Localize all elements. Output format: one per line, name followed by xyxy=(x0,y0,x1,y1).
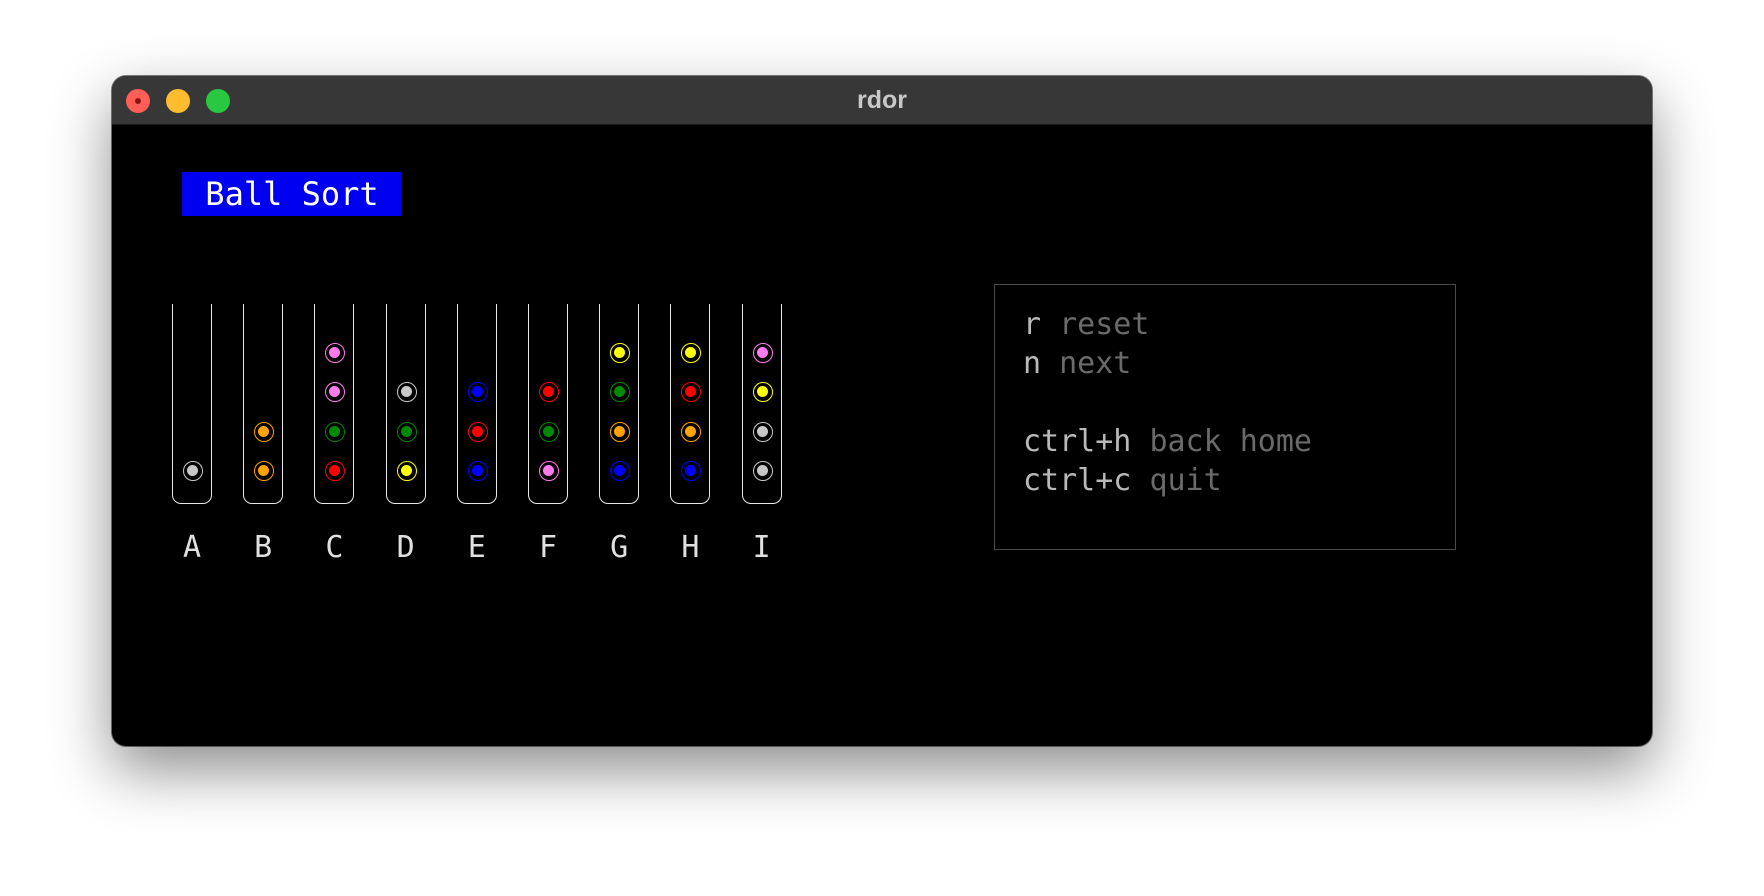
help-key: n xyxy=(1023,346,1042,381)
ball-gray xyxy=(752,421,773,442)
tube-b[interactable] xyxy=(243,304,284,504)
tube-f[interactable] xyxy=(528,304,568,504)
ball-red xyxy=(681,382,702,403)
ball-blue xyxy=(681,461,702,481)
tube-label: E xyxy=(467,530,486,565)
tube-e[interactable] xyxy=(456,304,497,504)
ball-core xyxy=(614,386,626,398)
help-description: next xyxy=(1059,346,1132,381)
terminal-window: rdor Ball Sort A B C D E F G H I r reset n next … xyxy=(112,76,1652,746)
ball-yellow xyxy=(752,382,773,403)
tube-label: H xyxy=(681,530,700,565)
ball-blue xyxy=(610,461,631,481)
ball-core xyxy=(614,465,626,476)
ball-core xyxy=(329,386,341,398)
ball-core xyxy=(685,347,697,359)
ball-core xyxy=(187,465,198,476)
help-line-quit: ctrl+c quit xyxy=(1023,461,1222,501)
ball-core xyxy=(756,465,768,476)
ball-pink xyxy=(325,382,346,403)
tube-a[interactable] xyxy=(172,304,212,504)
ball-core xyxy=(614,347,626,359)
help-panel: r reset n next ctrl+h back home ctrl+c q… xyxy=(994,284,1456,550)
ball-orange xyxy=(254,461,275,481)
title-bar[interactable]: rdor xyxy=(112,76,1652,125)
ball-core xyxy=(756,425,768,437)
help-line-next: n next xyxy=(1023,344,1131,384)
ball-pink xyxy=(325,343,346,364)
help-description: reset xyxy=(1059,307,1150,342)
ball-orange xyxy=(681,421,702,442)
ball-yellow xyxy=(610,343,631,364)
ball-red xyxy=(539,382,559,403)
ball-core xyxy=(685,386,697,398)
close-button[interactable] xyxy=(126,89,150,113)
ball-core xyxy=(543,465,554,476)
ball-core xyxy=(258,425,270,437)
ball-green xyxy=(325,421,346,442)
tube-label: F xyxy=(538,530,558,565)
ball-red xyxy=(467,421,488,442)
ball-core xyxy=(329,465,341,476)
tube-label: C xyxy=(325,530,344,565)
ball-core xyxy=(756,386,768,398)
ball-core xyxy=(258,465,270,476)
ball-gray xyxy=(183,461,203,481)
ball-core xyxy=(543,386,554,398)
ball-core xyxy=(471,425,483,437)
ball-core xyxy=(471,386,483,398)
ball-red xyxy=(325,461,346,481)
ball-core xyxy=(543,425,554,437)
ball-core xyxy=(614,425,626,437)
tube-label: I xyxy=(752,530,771,565)
help-description: quit xyxy=(1149,463,1222,498)
tube-label: G xyxy=(610,530,629,565)
help-line-back-home: ctrl+h back home xyxy=(1023,422,1312,462)
tube-h[interactable] xyxy=(670,304,711,504)
tube-c[interactable] xyxy=(314,304,355,504)
ball-pink xyxy=(539,461,559,481)
help-key: ctrl+h xyxy=(1023,424,1132,459)
tube-label: B xyxy=(254,530,273,565)
ball-orange xyxy=(610,421,631,442)
help-description: back home xyxy=(1149,424,1312,459)
ball-core xyxy=(329,425,341,437)
help-line-reset: r reset xyxy=(1023,305,1149,345)
ball-blue xyxy=(467,382,488,403)
ball-core xyxy=(756,347,768,359)
ball-green xyxy=(539,421,559,442)
ball-core xyxy=(400,425,412,437)
terminal-content: Ball Sort A B C D E F G H I r reset n next ctrl+… xyxy=(112,124,1652,746)
tube-g[interactable] xyxy=(599,304,640,504)
help-key: ctrl+c xyxy=(1023,463,1132,498)
tube-label: D xyxy=(396,530,415,565)
tube-area: A B C D E F G H I xyxy=(112,124,1012,584)
help-key: r xyxy=(1023,307,1042,342)
tube-d[interactable] xyxy=(385,304,426,504)
ball-core xyxy=(685,425,697,437)
tube-label: A xyxy=(182,530,202,565)
game-title: Ball Sort xyxy=(182,172,402,216)
ball-yellow xyxy=(396,461,417,481)
ball-yellow xyxy=(681,343,702,364)
ball-core xyxy=(400,386,412,398)
maximize-button[interactable] xyxy=(206,89,230,113)
ball-core xyxy=(329,347,341,359)
ball-pink xyxy=(752,343,773,364)
window-title: rdor xyxy=(857,86,907,114)
ball-core xyxy=(471,465,483,476)
ball-green xyxy=(396,421,417,442)
ball-orange xyxy=(254,421,275,442)
ball-green xyxy=(610,382,631,403)
ball-core xyxy=(685,465,697,476)
ball-blue xyxy=(467,461,488,481)
ball-gray xyxy=(396,382,417,403)
ball-core xyxy=(400,465,412,476)
tube-i[interactable] xyxy=(741,304,782,504)
minimize-button[interactable] xyxy=(166,89,190,113)
ball-gray xyxy=(752,461,773,481)
